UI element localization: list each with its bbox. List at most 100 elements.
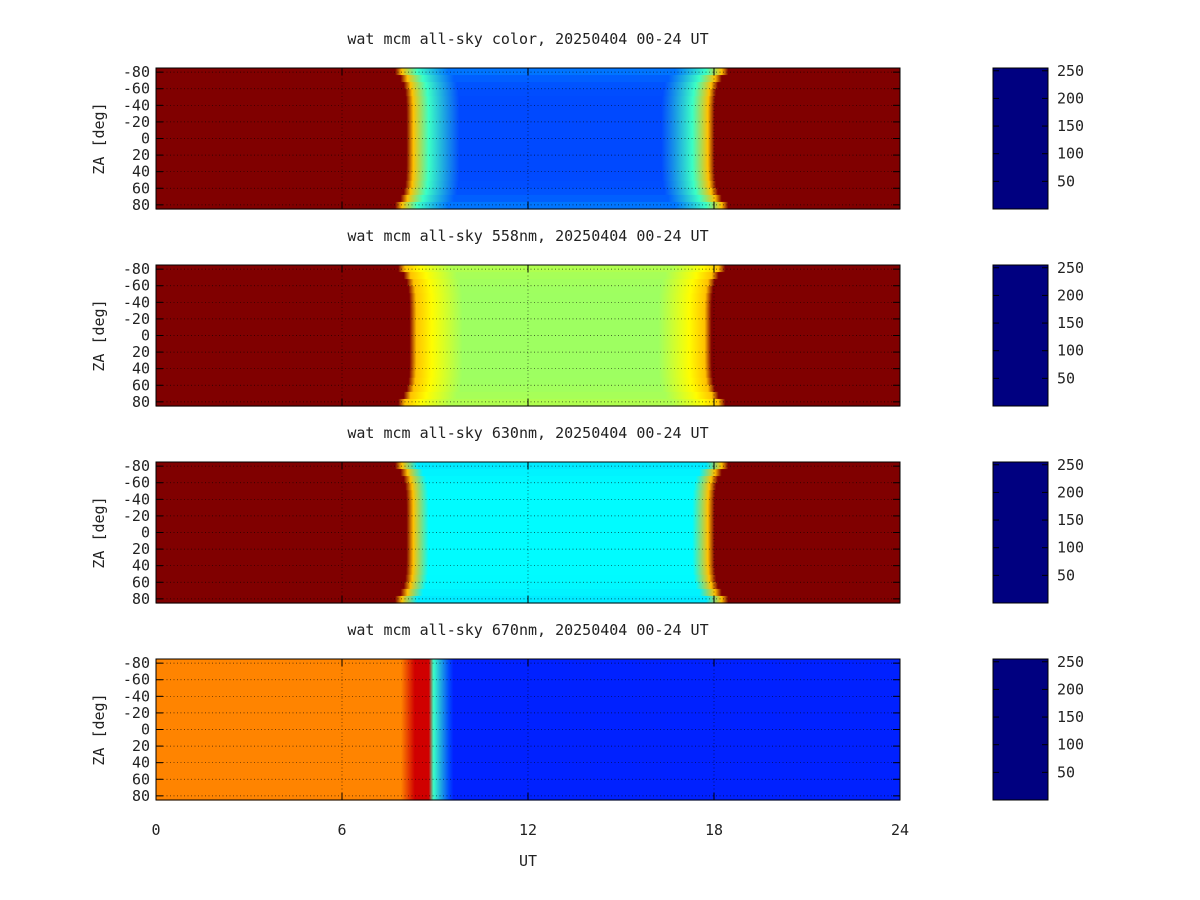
y-tick-label: 0 bbox=[141, 721, 150, 739]
heatmap-band bbox=[156, 363, 900, 372]
colorbar-gradient bbox=[992, 658, 1049, 801]
colorbar-gradient bbox=[992, 264, 1049, 407]
panels: wat mcm all-sky color, 20250404 00-24 UT… bbox=[90, 30, 1084, 805]
y-tick-label: 20 bbox=[132, 737, 150, 755]
colorbar: 50 100 150 200 250 bbox=[992, 653, 1084, 801]
y-tick-label: -40 bbox=[123, 490, 150, 508]
colorbar-tick-label: 150 bbox=[1057, 314, 1084, 332]
colorbar-tick-label: 200 bbox=[1057, 286, 1084, 304]
panel-title: wat mcm all-sky 670nm, 20250404 00-24 UT bbox=[347, 621, 708, 639]
heatmap-band bbox=[156, 173, 900, 182]
panel-2: wat mcm all-sky 558nm, 20250404 00-24 UT… bbox=[90, 227, 1084, 411]
colorbar-tick-label: 200 bbox=[1057, 89, 1084, 107]
x-tick-label: 6 bbox=[337, 821, 346, 839]
ticks bbox=[155, 68, 901, 209]
colorbar-tick-label: 250 bbox=[1057, 259, 1084, 277]
colorbar-tick-label: 250 bbox=[1057, 456, 1084, 474]
y-tick-label: 20 bbox=[132, 343, 150, 361]
colorbar-tick-label: 150 bbox=[1057, 117, 1084, 135]
y-tick-label: 60 bbox=[132, 573, 150, 591]
colorbar-tick-label: 150 bbox=[1057, 708, 1084, 726]
heatmap-band bbox=[156, 166, 900, 175]
colorbar-tick-label: 50 bbox=[1057, 369, 1075, 387]
heatmap-band bbox=[156, 391, 900, 400]
colorbar-tick-label: 250 bbox=[1057, 62, 1084, 80]
panel-title: wat mcm all-sky color, 20250404 00-24 UT bbox=[347, 30, 708, 48]
colorbar-tick-label: 150 bbox=[1057, 511, 1084, 529]
colorbar-tick-label: 250 bbox=[1057, 653, 1084, 671]
colorbar-tick-label: 100 bbox=[1057, 342, 1084, 360]
colorbar-tick-label: 200 bbox=[1057, 680, 1084, 698]
colorbar: 50 100 150 200 250 bbox=[992, 456, 1084, 604]
x-axis-label: UT bbox=[519, 852, 537, 870]
colorbar-gradient bbox=[992, 461, 1049, 604]
ticks bbox=[155, 265, 901, 406]
y-tick-label: 40 bbox=[132, 754, 150, 772]
panel-title: wat mcm all-sky 630nm, 20250404 00-24 UT bbox=[347, 424, 708, 442]
y-tick-label: -20 bbox=[123, 507, 150, 525]
panel-3: wat mcm all-sky 630nm, 20250404 00-24 UT… bbox=[90, 424, 1084, 608]
x-tick-label: 12 bbox=[519, 821, 537, 839]
x-tick-label: 0 bbox=[151, 821, 160, 839]
y-tick-label: 80 bbox=[132, 787, 150, 805]
colorbar: 50 100 150 200 250 bbox=[992, 259, 1084, 407]
heatmap-band bbox=[156, 187, 900, 196]
ticks bbox=[155, 462, 901, 603]
y-tick-label: 0 bbox=[141, 327, 150, 345]
y-tick-label: -40 bbox=[123, 96, 150, 114]
heatmap-band bbox=[156, 771, 900, 780]
heatmap-band bbox=[156, 574, 900, 583]
y-axis-label: ZA [deg] bbox=[90, 102, 108, 174]
y-tick-label: 60 bbox=[132, 376, 150, 394]
panel-4: wat mcm all-sky 670nm, 20250404 00-24 UT… bbox=[90, 621, 1084, 805]
heatmap-band bbox=[156, 194, 900, 203]
y-tick-label: -20 bbox=[123, 113, 150, 131]
y-tick-label: -60 bbox=[123, 277, 150, 295]
colorbar: 50 100 150 200 250 bbox=[992, 62, 1084, 210]
y-tick-label: 60 bbox=[132, 179, 150, 197]
y-tick-label: 40 bbox=[132, 163, 150, 181]
y-axis-label: ZA [deg] bbox=[90, 496, 108, 568]
colorbar-tick-label: 100 bbox=[1057, 145, 1084, 163]
y-tick-label: 20 bbox=[132, 540, 150, 558]
y-tick-label: -80 bbox=[123, 654, 150, 672]
heatmap-band bbox=[156, 384, 900, 393]
y-tick-label: 80 bbox=[132, 393, 150, 411]
y-tick-label: -60 bbox=[123, 80, 150, 98]
colorbar-tick-label: 100 bbox=[1057, 539, 1084, 557]
heatmap-band bbox=[156, 180, 900, 189]
heatmap-band bbox=[156, 581, 900, 590]
y-tick-label: 20 bbox=[132, 146, 150, 164]
heatmap-band bbox=[156, 567, 900, 576]
colorbar-tick-label: 50 bbox=[1057, 566, 1075, 584]
heatmap-band bbox=[156, 377, 900, 386]
x-tick-label: 18 bbox=[705, 821, 723, 839]
heatmap-band bbox=[156, 588, 900, 597]
y-tick-label: 60 bbox=[132, 770, 150, 788]
ticks bbox=[155, 659, 901, 800]
y-tick-label: -60 bbox=[123, 671, 150, 689]
y-tick-label: 0 bbox=[141, 524, 150, 542]
y-tick-label: -80 bbox=[123, 63, 150, 81]
heatmap-band bbox=[156, 560, 900, 569]
y-axis-label: ZA [deg] bbox=[90, 693, 108, 765]
panel-title: wat mcm all-sky 558nm, 20250404 00-24 UT bbox=[347, 227, 708, 245]
y-tick-label: -60 bbox=[123, 474, 150, 492]
colorbar-tick-label: 200 bbox=[1057, 483, 1084, 501]
y-tick-label: -20 bbox=[123, 704, 150, 722]
panel-1: wat mcm all-sky color, 20250404 00-24 UT… bbox=[90, 30, 1084, 214]
colorbar-tick-label: 100 bbox=[1057, 736, 1084, 754]
colorbar-tick-label: 50 bbox=[1057, 763, 1075, 781]
heatmap-band bbox=[156, 785, 900, 794]
heatmap-band bbox=[156, 778, 900, 787]
shared-x-axis: 0 6 12 18 24 UT bbox=[151, 821, 909, 870]
heatmap-band bbox=[156, 764, 900, 773]
y-tick-label: -80 bbox=[123, 260, 150, 278]
y-tick-label: -40 bbox=[123, 687, 150, 705]
y-tick-label: 80 bbox=[132, 196, 150, 214]
y-tick-label: 40 bbox=[132, 360, 150, 378]
y-axis-label: ZA [deg] bbox=[90, 299, 108, 371]
y-tick-label: 0 bbox=[141, 130, 150, 148]
y-tick-label: -20 bbox=[123, 310, 150, 328]
